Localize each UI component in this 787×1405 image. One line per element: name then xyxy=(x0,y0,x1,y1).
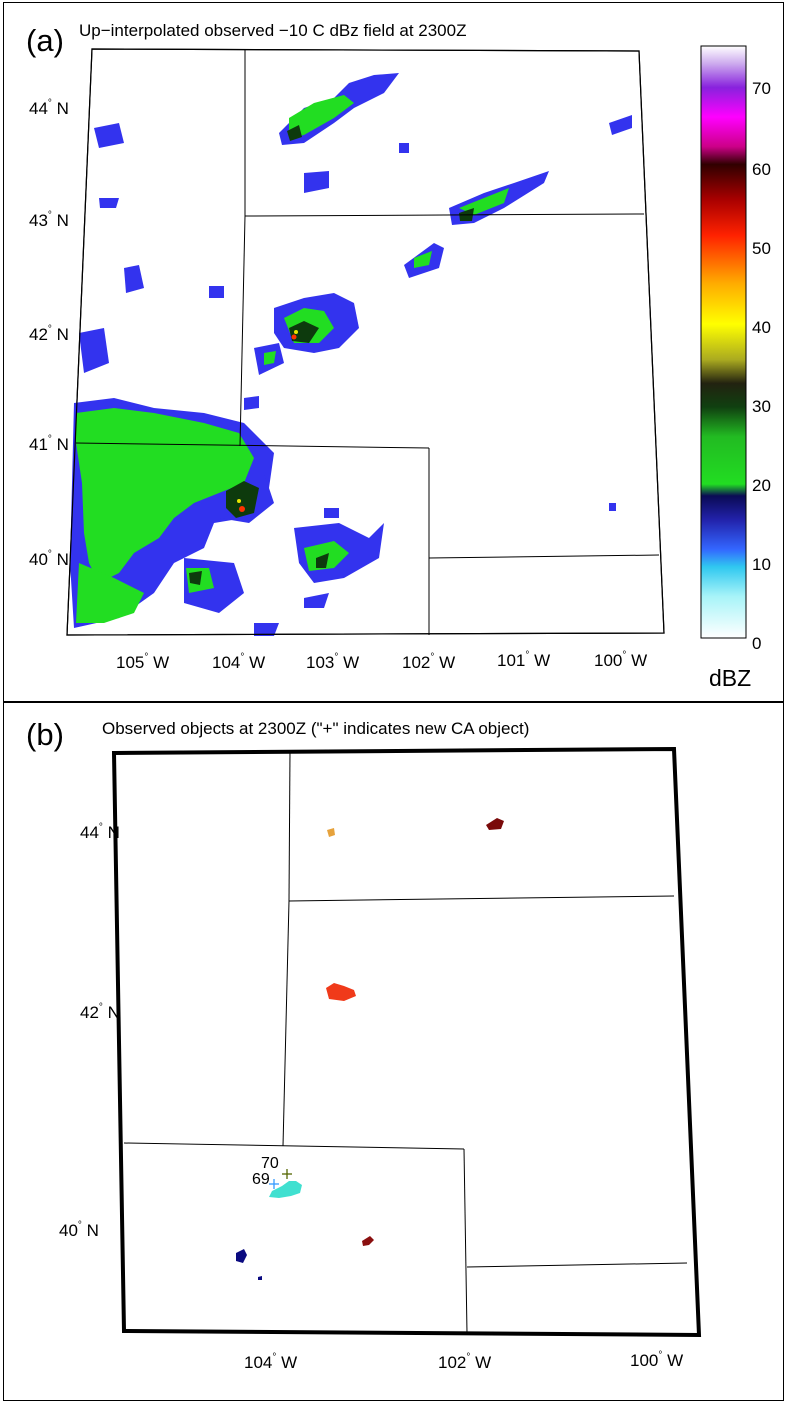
lat-label-44: 44° N xyxy=(29,98,69,118)
object-navy xyxy=(236,1249,247,1263)
state-boundaries-b xyxy=(123,750,688,1334)
panel-b-title: Observed objects at 2300Z ("+" indicates… xyxy=(102,719,530,738)
colorbar-tick: 50 xyxy=(752,239,771,258)
radar-map-a xyxy=(66,45,747,639)
objects-map-b xyxy=(111,746,702,1338)
colorbar-tick: 30 xyxy=(752,397,771,416)
lon-label-100: 100° W xyxy=(594,650,648,670)
storm-objects xyxy=(236,818,504,1280)
lat-label-42: 42° N xyxy=(80,1002,120,1022)
object-darkred-north xyxy=(486,818,504,830)
colorbar-tick: 0 xyxy=(752,634,762,653)
object-label-69: 69 xyxy=(252,1171,270,1188)
panel-b: (b) Observed objects at 2300Z ("+" indic… xyxy=(3,702,784,1401)
colorbar-tick: 70 xyxy=(752,79,771,98)
object-cyan xyxy=(269,1181,302,1198)
object-red xyxy=(326,983,356,1001)
panel-a-title: Up−interpolated observed −10 C dBz field… xyxy=(79,21,467,40)
lat-label-44: 44° N xyxy=(80,822,120,842)
colorbar-tick: 40 xyxy=(752,318,771,337)
lon-label-102: 102° W xyxy=(438,1352,492,1372)
state-boundaries-a xyxy=(75,49,660,635)
new-object-markers xyxy=(269,1169,292,1189)
lon-label-104: 104° W xyxy=(212,652,266,672)
lat-label-43: 43° N xyxy=(29,210,69,230)
panel-a-label: (a) xyxy=(26,23,64,58)
colorbar xyxy=(700,45,747,639)
object-orange xyxy=(327,828,335,837)
lat-label-42: 42° N xyxy=(29,324,69,344)
lon-label-103: 103° W xyxy=(306,652,360,672)
colorbar-tick: 60 xyxy=(752,160,771,179)
colorbar-tick: 10 xyxy=(752,555,771,574)
lon-label-105: 105° W xyxy=(116,652,170,672)
lon-label-101: 101° W xyxy=(497,650,551,670)
lat-label-40: 40° N xyxy=(59,1220,99,1240)
colorbar-tick: 20 xyxy=(752,476,771,495)
lon-label-102: 102° W xyxy=(402,652,456,672)
panel-a: (a) Up−interpolated observed −10 C dBz f… xyxy=(3,2,784,702)
lat-label-40: 40° N xyxy=(29,549,69,569)
lon-label-104: 104° W xyxy=(244,1352,298,1372)
panel-b-label: (b) xyxy=(26,717,64,752)
colorbar-unit: dBZ xyxy=(709,665,752,691)
object-label-70: 70 xyxy=(261,1155,279,1172)
lat-label-41: 41° N xyxy=(29,434,69,454)
object-maroon-south xyxy=(362,1236,374,1246)
object-navy-small xyxy=(258,1276,262,1280)
map-frame-b xyxy=(111,746,702,1338)
lon-label-100: 100° W xyxy=(630,1350,684,1370)
